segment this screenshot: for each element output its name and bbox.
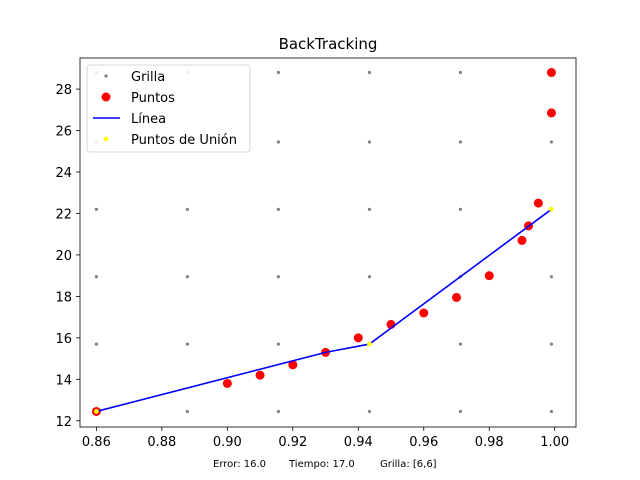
- grilla-point: [549, 275, 554, 279]
- puntos-point: [222, 378, 232, 388]
- puntos-point: [353, 333, 363, 343]
- grilla-point: [276, 342, 280, 346]
- grilla-point: [94, 342, 98, 346]
- grilla-point: [367, 70, 372, 75]
- legend-label: Línea: [131, 112, 166, 127]
- grilla-point: [94, 207, 98, 211]
- grilla-point: [185, 207, 189, 211]
- grilla-point: [549, 140, 554, 144]
- grilla-point: [458, 70, 463, 75]
- legend-marker-union: [103, 136, 109, 142]
- grilla-point: [458, 409, 463, 414]
- legend-label: Puntos: [131, 91, 175, 106]
- grilla-point: [458, 140, 463, 144]
- puntos-point: [484, 271, 494, 281]
- puntos-point: [546, 108, 556, 118]
- puntos-point: [546, 68, 556, 78]
- plot-area: 0.86 0.88 0.90 0.92 0.94 0.96 0.98 1.00 12 14 16 18…: [55, 57, 577, 450]
- grilla-point: [367, 207, 372, 211]
- x-tick-label: 0.96: [409, 435, 438, 450]
- grilla-point: [458, 342, 463, 346]
- puntos-point: [419, 308, 429, 318]
- grilla-point: [367, 409, 372, 414]
- x-tick-label: 0.88: [147, 435, 176, 450]
- x-tick-label: 0.86: [82, 435, 111, 450]
- union-point: [549, 206, 554, 212]
- legend: Grilla Puntos Línea Puntos de Unión: [86, 64, 251, 153]
- x-tick-label: 0.90: [213, 435, 242, 450]
- legend-label: Puntos de Unión: [131, 133, 237, 148]
- x-tick-label: 0.94: [344, 435, 373, 450]
- puntos-point: [255, 370, 265, 380]
- puntos-point: [517, 235, 527, 245]
- grilla-point: [549, 342, 554, 346]
- grilla-point: [549, 409, 554, 414]
- y-tick-label: 14: [55, 373, 72, 388]
- x-tick-label: 1.00: [540, 435, 569, 450]
- y-tick-label: 22: [55, 207, 72, 222]
- y-tick-label: 28: [55, 83, 72, 98]
- puntos-point: [533, 198, 543, 208]
- legend-box: [86, 64, 251, 153]
- grilla-point: [367, 140, 372, 144]
- footer-info: Error: 16.0 Tiempo: 17.0 Grilla: [6,6]: [213, 459, 437, 470]
- grilla-point: [276, 70, 280, 75]
- y-tick-label: 18: [55, 290, 72, 305]
- grilla-point: [276, 275, 280, 279]
- legend-label: Grilla: [131, 70, 165, 85]
- grilla-point: [185, 275, 189, 279]
- footer-grilla: Grilla: [6,6]: [380, 459, 437, 470]
- linea-series: [96, 208, 552, 413]
- puntos-point: [288, 360, 298, 370]
- axes-frame: [79, 57, 577, 428]
- legend-marker-grilla: [104, 74, 108, 78]
- legend-marker-puntos: [101, 92, 111, 102]
- union-point: [93, 409, 99, 414]
- y-tick-label: 26: [55, 125, 72, 140]
- puntos-point: [452, 292, 462, 302]
- grilla-point: [458, 207, 463, 211]
- x-tick-label: 0.92: [278, 435, 307, 450]
- grilla-point: [185, 342, 189, 346]
- footer-tiempo: Tiempo: 17.0: [288, 459, 355, 470]
- grilla-point: [367, 275, 372, 279]
- grilla-point: [276, 140, 280, 144]
- footer-error: Error: 16.0: [213, 459, 266, 470]
- grilla-point: [276, 207, 280, 211]
- y-tick-label: 24: [55, 166, 72, 181]
- y-tick-label: 16: [55, 332, 72, 347]
- grilla-point: [185, 409, 189, 414]
- union-point: [367, 341, 372, 347]
- grilla-point: [276, 409, 280, 414]
- y-tick-label: 12: [55, 415, 72, 430]
- y-tick-label: 20: [55, 249, 72, 264]
- x-tick-label: 0.98: [475, 435, 504, 450]
- grilla-point: [94, 275, 98, 279]
- chart-title: BackTracking: [279, 35, 378, 53]
